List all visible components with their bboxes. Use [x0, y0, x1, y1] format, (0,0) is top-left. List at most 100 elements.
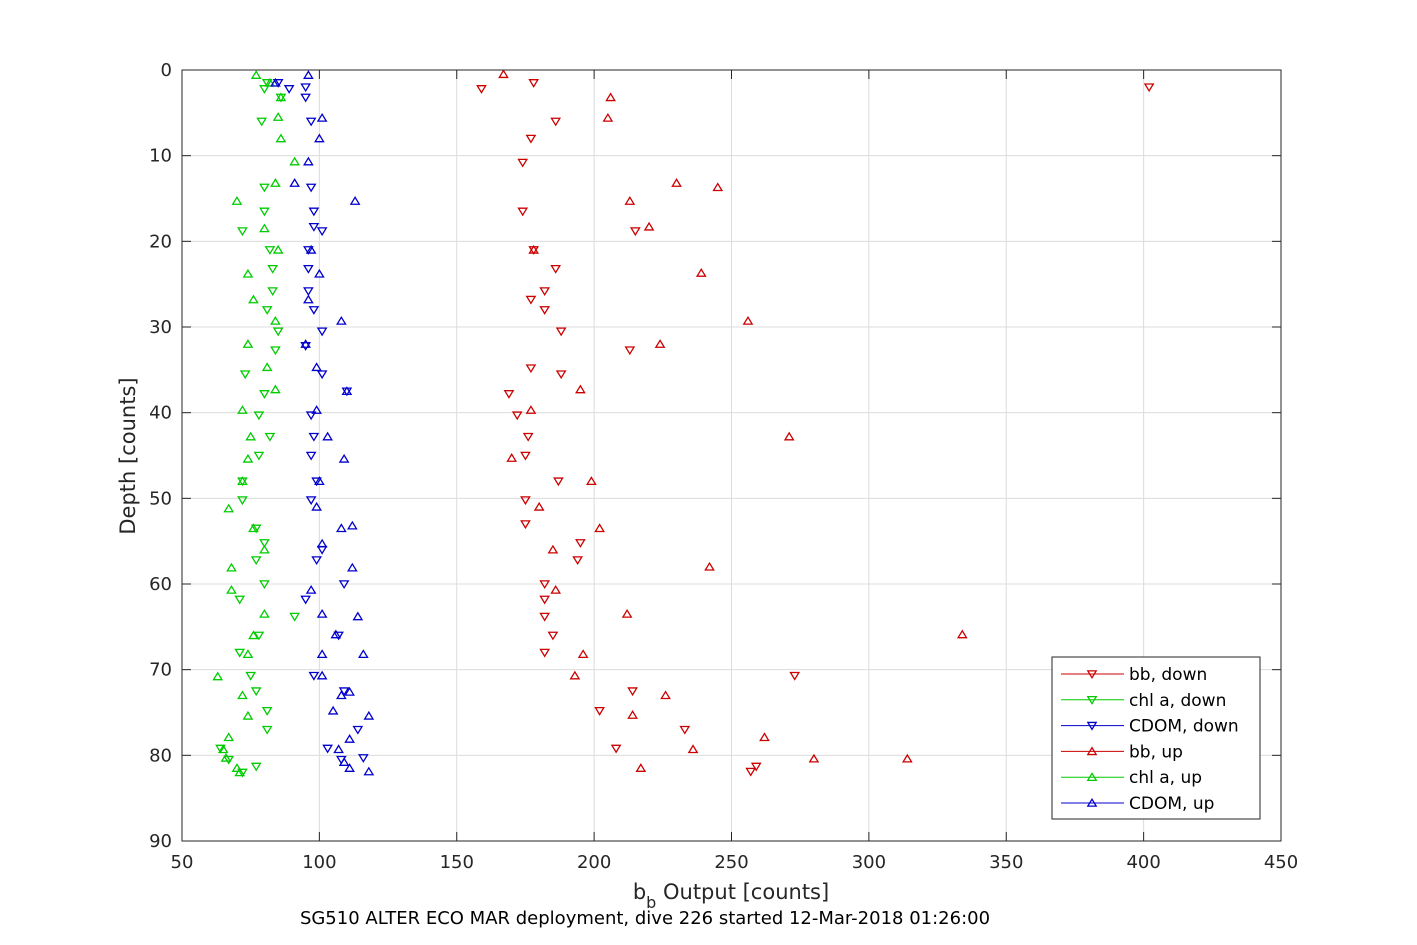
- x-axis-label: bb Output [counts]: [633, 880, 829, 912]
- data-point: [643, 221, 655, 231]
- x-tick-label: 450: [1264, 852, 1298, 873]
- data-point: [517, 207, 529, 217]
- data-point: [605, 92, 616, 102]
- data-point: [528, 244, 540, 254]
- data-point: [789, 671, 801, 681]
- data-point: [272, 244, 284, 254]
- data-point: [550, 117, 562, 127]
- data-point: [316, 649, 328, 659]
- legend-marker: [1086, 670, 1098, 680]
- data-point: [259, 223, 270, 233]
- data-point: [956, 629, 968, 639]
- data-point: [327, 705, 339, 715]
- data-point: [303, 294, 314, 304]
- data-point: [259, 539, 270, 548]
- data-point: [305, 496, 317, 506]
- data-point: [338, 687, 350, 697]
- data-point: [253, 631, 265, 641]
- data-point: [346, 562, 358, 572]
- data-point: [352, 725, 364, 735]
- data-point: [553, 477, 564, 487]
- data-point: [363, 766, 375, 776]
- data-point: [687, 744, 699, 754]
- data-point: [253, 451, 265, 461]
- data-point: [316, 538, 328, 548]
- data-point: [528, 79, 540, 88]
- data-point: [237, 690, 248, 700]
- y-tick-label: 40: [149, 403, 172, 424]
- data-point: [520, 451, 531, 461]
- x-tick-label: 150: [440, 852, 474, 873]
- data-point: [245, 671, 257, 681]
- data-point: [226, 562, 237, 572]
- data-point: [305, 117, 317, 127]
- data-point: [316, 327, 328, 337]
- y-tick-label: 70: [149, 660, 172, 681]
- data-point: [261, 725, 273, 735]
- data-point: [1143, 83, 1155, 93]
- data-point: [270, 346, 281, 356]
- data-point: [316, 227, 328, 237]
- data-point: [283, 85, 295, 94]
- y-tick-label: 0: [161, 60, 172, 81]
- legend-label: CDOM, down: [1129, 717, 1239, 737]
- data-point: [311, 477, 322, 487]
- data-point: [272, 327, 284, 337]
- data-point: [322, 431, 333, 441]
- data-point: [742, 315, 754, 325]
- y-tick-label: 10: [149, 146, 172, 167]
- legend-marker: [1086, 772, 1098, 781]
- data-point: [242, 710, 254, 720]
- data-point: [745, 767, 757, 777]
- legend-marker: [1086, 721, 1098, 731]
- legend-entry: chl a, down: [1061, 691, 1226, 711]
- data-point: [242, 649, 254, 659]
- data-point: [264, 246, 276, 255]
- data-point: [305, 183, 317, 193]
- data-point: [525, 134, 537, 144]
- data-point: [547, 631, 559, 641]
- data-point: [289, 178, 301, 187]
- data-point: [344, 763, 355, 772]
- data-point: [569, 670, 581, 680]
- data-point: [289, 612, 301, 622]
- data-point: [245, 431, 257, 441]
- data-point: [555, 370, 567, 380]
- x-tick-label: 400: [1126, 852, 1160, 873]
- data-point: [259, 85, 270, 94]
- data-point: [237, 227, 248, 237]
- data-point: [338, 453, 350, 463]
- series-1: [215, 79, 301, 778]
- legend-entry: bb, up: [1061, 742, 1183, 762]
- data-point: [303, 287, 314, 297]
- data-point: [270, 315, 281, 325]
- data-point: [250, 70, 262, 79]
- data-point: [270, 77, 281, 87]
- data-point: [248, 294, 259, 304]
- data-point: [305, 584, 317, 594]
- data-point: [344, 686, 355, 696]
- data-point: [300, 83, 311, 93]
- figure-caption: SG510 ALTER ECO MAR deployment, dive 226…: [300, 908, 990, 929]
- y-axis-label: Depth [counts]: [116, 377, 140, 534]
- data-point: [901, 753, 913, 763]
- data-point: [303, 156, 314, 166]
- data-point: [349, 196, 361, 205]
- x-axis-label-subscript: b: [646, 893, 656, 912]
- x-tick-label: 350: [989, 852, 1023, 873]
- data-point: [300, 595, 311, 605]
- data-point: [336, 523, 347, 533]
- legend-marker: [1086, 746, 1098, 756]
- data-point: [242, 268, 254, 278]
- data-point: [223, 732, 235, 742]
- data-point: [704, 561, 715, 571]
- y-tick-label: 50: [149, 488, 172, 509]
- data-point: [575, 384, 586, 394]
- data-point: [250, 524, 262, 534]
- data-point: [750, 762, 762, 772]
- data-point: [289, 156, 301, 166]
- legend-entry: chl a, up: [1061, 768, 1202, 788]
- y-tick-label: 80: [149, 745, 172, 766]
- data-point: [594, 706, 605, 716]
- data-point: [259, 207, 270, 217]
